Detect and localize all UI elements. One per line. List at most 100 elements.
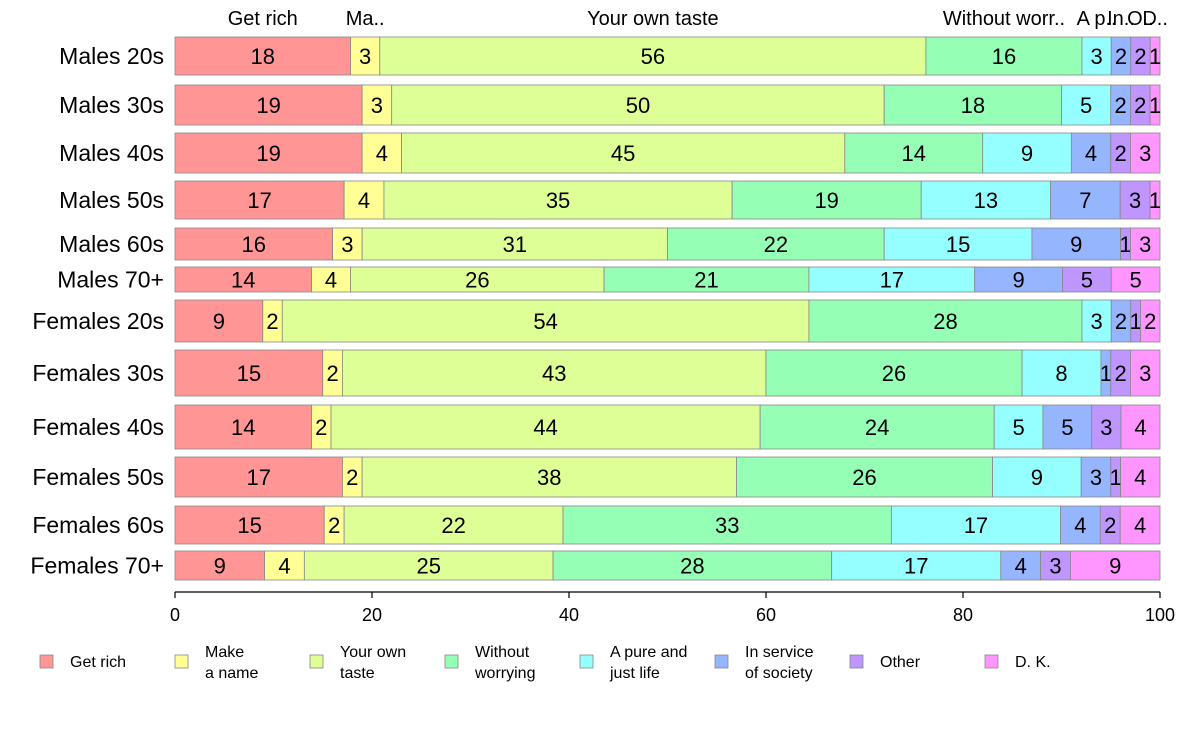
x-axis: 0 20 40 60 80 100 <box>170 591 1175 625</box>
bar-segment <box>174 505 325 545</box>
bar-segment <box>174 299 264 343</box>
bar-segment <box>342 349 767 397</box>
data-label: 15 <box>237 361 261 386</box>
legend-label: D. K. <box>1015 654 1051 671</box>
top-label: Get rich <box>228 8 298 30</box>
legend-swatch <box>714 654 729 669</box>
bar-segment <box>303 550 554 581</box>
data-label: 26 <box>465 268 489 293</box>
top-labels: Get rich Ma.. Your own taste Without worr..… <box>228 8 1168 30</box>
data-label: 4 <box>1085 141 1097 166</box>
bar-segment <box>330 404 761 450</box>
data-label: 9 <box>1031 465 1043 490</box>
legend-label: taste <box>340 665 375 682</box>
data-label: 15 <box>946 232 970 257</box>
data-label: 3 <box>1100 415 1112 440</box>
data-label: 18 <box>251 44 275 69</box>
data-label: 2 <box>1115 309 1127 334</box>
data-label: 26 <box>852 465 876 490</box>
data-label: 24 <box>865 415 889 440</box>
x-tick-label: 0 <box>170 605 180 625</box>
bar-segment <box>361 132 402 174</box>
data-label: 14 <box>231 415 255 440</box>
bar-segment <box>1140 299 1161 343</box>
legend: Get rich Make a name Your own taste Without wo… <box>39 644 1051 682</box>
bar-segment <box>379 36 927 76</box>
data-label: 16 <box>992 44 1016 69</box>
bar-segment <box>1070 550 1161 581</box>
bar-segment <box>982 132 1072 174</box>
bar-segment <box>1119 180 1151 220</box>
bar-segment <box>1081 299 1112 343</box>
bar-segment <box>831 550 1002 581</box>
bar-segment <box>1021 349 1102 397</box>
data-label: 9 <box>214 554 226 579</box>
category-label: Females 30s <box>32 360 164 386</box>
bar-segment <box>1031 227 1121 261</box>
bar-segment <box>332 227 363 261</box>
data-label: 14 <box>902 141 926 166</box>
data-label: 3 <box>1090 465 1102 490</box>
category-label: Females 70+ <box>30 553 164 579</box>
x-tick-label: 40 <box>559 605 579 625</box>
bar-segment <box>731 180 922 220</box>
data-label: 28 <box>680 554 704 579</box>
bar-segment <box>765 349 1023 397</box>
data-label: 2 <box>1144 309 1156 334</box>
row-labels: Males 20s Males 30s Males 40s Males 50s Male… <box>30 43 164 579</box>
legend-swatch <box>444 654 459 669</box>
bar-segment <box>925 36 1083 76</box>
bar-segment <box>603 266 810 293</box>
data-label: 19 <box>256 93 280 118</box>
data-label: 21 <box>694 268 718 293</box>
bar-segment <box>350 266 605 293</box>
bar-segment <box>174 36 351 76</box>
data-label: 2 <box>1134 44 1146 69</box>
bar-segment <box>174 227 334 261</box>
top-label: D.. <box>1142 8 1168 30</box>
bar-segment <box>174 349 324 397</box>
data-label: 1 <box>1100 361 1112 386</box>
data-label: 2 <box>266 309 278 334</box>
bar-segment <box>1050 180 1121 220</box>
data-label: 2 <box>1115 44 1127 69</box>
data-label: 5 <box>1081 268 1093 293</box>
data-label: 1 <box>1119 232 1131 257</box>
bar-segment <box>844 132 984 174</box>
bar-segment <box>808 299 1083 343</box>
data-label: 4 <box>1015 554 1027 579</box>
data-label: 17 <box>247 188 271 213</box>
data-label: 3 <box>371 93 383 118</box>
x-tick-label: 80 <box>953 605 973 625</box>
data-label: 2 <box>346 465 358 490</box>
bar-segment <box>174 180 345 220</box>
bar-segment <box>174 550 265 581</box>
bar-segment <box>1062 266 1112 293</box>
data-label: 9 <box>1070 232 1082 257</box>
bar-segment <box>1081 36 1112 76</box>
data-label: 17 <box>246 465 270 490</box>
bar-segment <box>667 227 885 261</box>
bar-segment <box>992 456 1082 498</box>
bar-segment <box>974 266 1063 293</box>
bar-segment <box>890 505 1061 545</box>
data-label: 14 <box>231 268 255 293</box>
data-label: 5 <box>1061 415 1073 440</box>
data-label: 18 <box>961 93 985 118</box>
legend-swatch <box>309 654 324 669</box>
top-label: Without worr.. <box>943 8 1065 30</box>
bar-segment <box>343 505 564 545</box>
bar-area: 18 3 56 16 3 2 2 119 3 50 18 5 2 2 119 4 45 14 9 4 2 317 4 35 19… <box>174 36 1161 581</box>
data-label: 3 <box>1139 361 1151 386</box>
bar-segment <box>1061 84 1112 126</box>
data-label: 9 <box>213 309 225 334</box>
bar-segment <box>552 550 833 581</box>
data-label: 1 <box>1110 465 1122 490</box>
data-label: 2 <box>1134 93 1146 118</box>
data-label: 35 <box>546 188 570 213</box>
data-label: 5 <box>1129 268 1141 293</box>
data-label: 54 <box>533 309 557 334</box>
data-label: 9 <box>1012 268 1024 293</box>
bar-segment <box>361 456 737 498</box>
